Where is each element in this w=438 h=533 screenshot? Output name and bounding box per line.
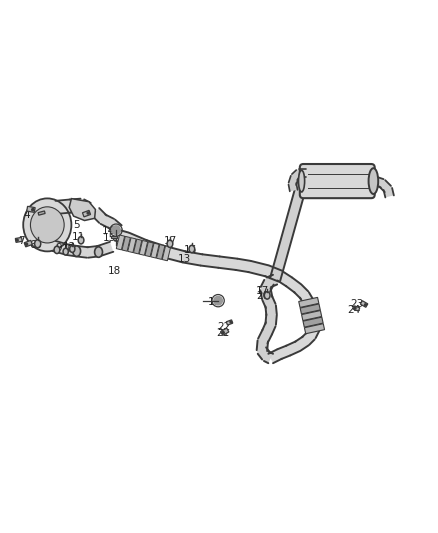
Text: 19: 19 bbox=[208, 296, 221, 306]
Polygon shape bbox=[353, 306, 360, 311]
Polygon shape bbox=[53, 241, 113, 257]
Text: 16: 16 bbox=[184, 245, 197, 255]
Polygon shape bbox=[92, 208, 122, 233]
Circle shape bbox=[222, 332, 224, 334]
Text: 10: 10 bbox=[61, 244, 74, 254]
Polygon shape bbox=[111, 236, 117, 238]
Text: 13: 13 bbox=[177, 254, 191, 264]
Text: 2: 2 bbox=[42, 213, 49, 223]
Polygon shape bbox=[38, 211, 45, 215]
Ellipse shape bbox=[189, 245, 195, 253]
Polygon shape bbox=[82, 211, 91, 217]
Text: 5: 5 bbox=[73, 220, 80, 230]
Text: 8: 8 bbox=[34, 240, 41, 251]
Circle shape bbox=[87, 212, 89, 214]
Polygon shape bbox=[116, 235, 125, 250]
Text: 1: 1 bbox=[32, 220, 39, 230]
Circle shape bbox=[32, 208, 34, 211]
Circle shape bbox=[112, 226, 120, 235]
Polygon shape bbox=[139, 240, 148, 255]
Ellipse shape bbox=[299, 170, 304, 192]
Polygon shape bbox=[122, 236, 131, 251]
Polygon shape bbox=[289, 169, 305, 191]
Polygon shape bbox=[162, 246, 171, 261]
Polygon shape bbox=[299, 297, 319, 308]
Ellipse shape bbox=[35, 240, 41, 248]
Ellipse shape bbox=[78, 237, 84, 244]
Polygon shape bbox=[374, 177, 394, 197]
Text: 21: 21 bbox=[216, 328, 229, 338]
Polygon shape bbox=[302, 311, 321, 320]
Circle shape bbox=[364, 304, 367, 306]
Polygon shape bbox=[268, 300, 321, 363]
Ellipse shape bbox=[265, 292, 270, 299]
Ellipse shape bbox=[73, 246, 81, 256]
Ellipse shape bbox=[31, 207, 64, 243]
Text: 22: 22 bbox=[217, 322, 230, 332]
Text: 14: 14 bbox=[102, 225, 115, 236]
Polygon shape bbox=[156, 245, 165, 260]
Text: 12: 12 bbox=[63, 242, 76, 252]
Ellipse shape bbox=[54, 246, 60, 254]
Ellipse shape bbox=[167, 240, 173, 247]
Text: 17: 17 bbox=[164, 236, 177, 246]
Text: 4: 4 bbox=[24, 210, 31, 220]
Ellipse shape bbox=[369, 168, 378, 194]
Polygon shape bbox=[300, 304, 320, 314]
Polygon shape bbox=[15, 237, 22, 243]
Polygon shape bbox=[145, 242, 153, 257]
Polygon shape bbox=[27, 206, 35, 212]
Text: 20: 20 bbox=[256, 291, 269, 301]
Polygon shape bbox=[114, 230, 283, 281]
Polygon shape bbox=[24, 240, 32, 247]
Circle shape bbox=[16, 239, 18, 241]
Polygon shape bbox=[360, 301, 368, 308]
Circle shape bbox=[25, 243, 28, 245]
Ellipse shape bbox=[95, 247, 102, 257]
Polygon shape bbox=[69, 199, 95, 221]
Polygon shape bbox=[56, 199, 91, 214]
Polygon shape bbox=[277, 272, 313, 305]
Polygon shape bbox=[151, 243, 159, 258]
Ellipse shape bbox=[70, 246, 75, 253]
Text: 24: 24 bbox=[347, 305, 360, 316]
Ellipse shape bbox=[63, 248, 68, 255]
Polygon shape bbox=[128, 238, 136, 253]
Text: 7: 7 bbox=[18, 236, 25, 246]
Circle shape bbox=[354, 307, 356, 309]
Circle shape bbox=[230, 321, 232, 323]
Polygon shape bbox=[221, 328, 229, 335]
Text: 18: 18 bbox=[108, 266, 121, 276]
Circle shape bbox=[214, 296, 223, 305]
Polygon shape bbox=[303, 317, 323, 327]
Polygon shape bbox=[226, 320, 233, 325]
Text: 9: 9 bbox=[55, 243, 62, 253]
Text: 11: 11 bbox=[71, 232, 85, 242]
Text: 6: 6 bbox=[29, 240, 36, 251]
FancyBboxPatch shape bbox=[300, 164, 374, 198]
Polygon shape bbox=[304, 324, 325, 334]
Text: 15: 15 bbox=[103, 233, 116, 243]
Polygon shape bbox=[134, 239, 142, 254]
Text: 17: 17 bbox=[256, 286, 269, 296]
Polygon shape bbox=[257, 177, 308, 363]
Ellipse shape bbox=[23, 198, 71, 252]
Text: 23: 23 bbox=[350, 298, 364, 309]
